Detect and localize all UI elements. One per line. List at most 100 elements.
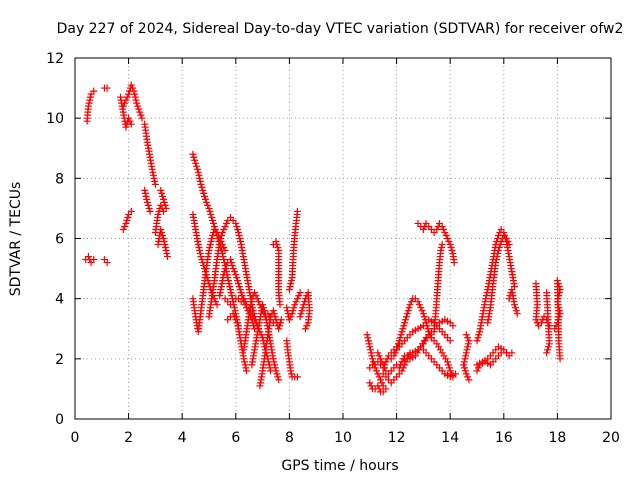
data-point bbox=[298, 307, 306, 315]
data-point bbox=[287, 367, 295, 375]
data-point bbox=[511, 301, 519, 309]
data-point bbox=[242, 364, 250, 372]
data-point bbox=[119, 102, 127, 110]
data-point bbox=[375, 352, 383, 360]
data-point bbox=[226, 286, 234, 294]
data-point bbox=[374, 349, 382, 357]
data-point bbox=[433, 225, 441, 233]
data-point bbox=[131, 90, 139, 98]
data-point bbox=[208, 213, 216, 221]
data-point bbox=[462, 331, 470, 339]
data-point bbox=[450, 259, 458, 267]
data-point bbox=[285, 316, 293, 324]
data-point bbox=[452, 370, 460, 378]
data-point bbox=[86, 93, 94, 101]
data-point bbox=[226, 283, 234, 291]
data-point bbox=[195, 171, 203, 179]
data-point bbox=[196, 250, 204, 258]
data-point bbox=[382, 385, 390, 393]
data-point bbox=[197, 253, 205, 261]
data-point bbox=[296, 313, 304, 321]
data-point bbox=[293, 295, 301, 303]
data-point bbox=[218, 277, 226, 285]
data-point bbox=[270, 310, 278, 318]
data-point bbox=[403, 310, 411, 318]
data-point bbox=[84, 102, 92, 110]
data-point bbox=[269, 355, 277, 363]
data-point bbox=[273, 370, 281, 378]
data-point bbox=[162, 247, 170, 255]
data-point bbox=[219, 274, 227, 282]
data-point bbox=[446, 367, 454, 375]
data-point bbox=[274, 244, 282, 252]
data-point bbox=[291, 301, 299, 309]
data-point bbox=[192, 162, 200, 170]
data-point bbox=[234, 277, 242, 285]
data-point bbox=[203, 274, 211, 282]
data-point bbox=[127, 81, 135, 89]
plot-frame bbox=[74, 57, 612, 420]
data-point bbox=[130, 87, 138, 95]
data-point bbox=[364, 337, 372, 345]
data-point bbox=[141, 186, 149, 194]
data-point bbox=[303, 322, 311, 330]
data-point bbox=[207, 210, 215, 218]
data-point bbox=[414, 298, 422, 306]
data-point bbox=[475, 331, 483, 339]
data-points bbox=[82, 81, 564, 396]
data-point bbox=[378, 358, 386, 366]
data-point bbox=[367, 382, 375, 390]
data-point bbox=[234, 228, 242, 236]
data-point bbox=[438, 222, 446, 230]
y-axis-label: SDTVAR / TECUs bbox=[8, 182, 24, 297]
data-point bbox=[437, 247, 445, 255]
data-point bbox=[194, 241, 202, 249]
data-point bbox=[194, 168, 202, 176]
data-point bbox=[287, 277, 295, 285]
data-point bbox=[285, 286, 293, 294]
data-point bbox=[448, 247, 456, 255]
data-point bbox=[103, 84, 111, 92]
data-point bbox=[189, 150, 197, 158]
x-tick-label: 16 bbox=[495, 430, 513, 446]
data-point bbox=[123, 216, 131, 224]
data-point bbox=[240, 295, 248, 303]
data-point bbox=[444, 358, 452, 366]
data-point bbox=[375, 385, 383, 393]
data-point bbox=[373, 367, 380, 375]
data-point bbox=[206, 241, 214, 249]
data-point bbox=[442, 231, 450, 239]
data-point bbox=[162, 204, 170, 212]
data-point bbox=[200, 262, 208, 270]
data-point bbox=[446, 241, 454, 249]
data-point bbox=[233, 274, 241, 282]
data-point bbox=[253, 295, 261, 303]
data-point bbox=[228, 262, 236, 270]
data-point bbox=[151, 177, 159, 185]
data-point bbox=[232, 271, 240, 279]
data-point bbox=[481, 298, 489, 306]
data-point bbox=[473, 367, 481, 375]
data-point bbox=[208, 235, 216, 242]
data-point bbox=[141, 189, 149, 197]
data-point bbox=[415, 301, 423, 309]
data-point bbox=[230, 313, 238, 321]
data-point bbox=[271, 361, 279, 369]
data-point bbox=[464, 373, 472, 381]
data-point bbox=[158, 228, 166, 236]
data-point bbox=[234, 322, 242, 330]
data-point bbox=[543, 349, 551, 357]
data-point bbox=[289, 307, 297, 315]
tick-labels: 0 2 4 6 8 10 12 14 16 18 20 0 2 4 6 8 10 12 bbox=[46, 51, 620, 446]
data-point bbox=[125, 90, 133, 98]
data-point bbox=[286, 283, 294, 291]
data-point bbox=[398, 367, 406, 375]
data-point bbox=[159, 231, 167, 239]
data-point bbox=[464, 334, 472, 342]
data-point bbox=[161, 244, 169, 252]
data-point bbox=[191, 156, 199, 164]
data-point bbox=[497, 238, 505, 246]
data-point bbox=[137, 111, 145, 119]
data-point bbox=[513, 310, 521, 318]
data-point bbox=[86, 96, 94, 104]
